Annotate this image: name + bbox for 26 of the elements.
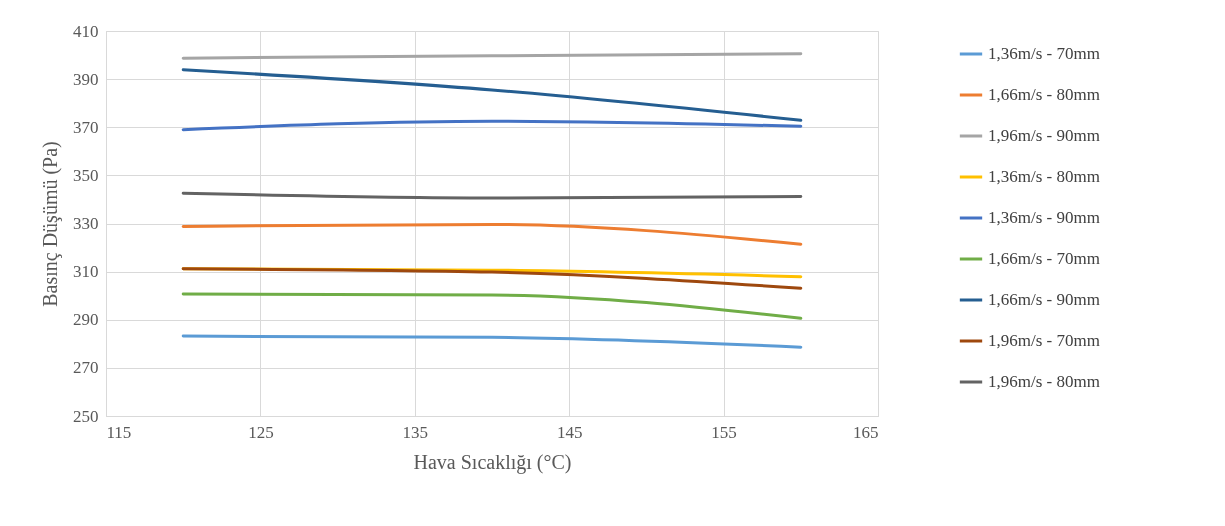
y-tick-label: 410 [73,21,99,41]
y-axis-title: Basınç Düşümü (Pa) [39,141,62,307]
x-tick-label: 165 [853,422,879,442]
y-tick-label: 250 [73,406,99,426]
y-tick-label: 310 [73,262,99,282]
legend-label: 1,36m/s - 70mm [988,44,1100,63]
x-tick-label: 145 [556,422,583,442]
legend-label: 1,96m/s - 70mm [988,331,1100,350]
x-tick-label: 135 [402,422,429,442]
x-tick-label: 155 [711,422,737,442]
y-tick-label: 330 [73,214,99,233]
legend-label: 1,36m/s - 80mm [988,167,1100,186]
y-tick-label: 270 [73,358,99,378]
legend-label: 1,66m/s - 90mm [988,290,1100,309]
legend-label: 1,66m/s - 70mm [988,249,1100,268]
legend-label: 1,96m/s - 80mm [988,372,1100,391]
legend-label: 1,36m/s - 90mm [988,208,1100,227]
y-tick-label: 390 [73,69,99,89]
x-tick-label: 115 [106,422,132,442]
x-axis-title: Hava Sıcaklığı (°C) [413,450,572,474]
y-tick-label: 350 [73,165,99,185]
legend-label: 1,66m/s - 80mm [988,85,1100,104]
x-tick-label: 125 [248,422,274,442]
legend-label: 1,96m/s - 90mm [988,126,1100,145]
y-tick-label: 370 [73,117,99,137]
y-tick-label: 290 [73,310,99,330]
